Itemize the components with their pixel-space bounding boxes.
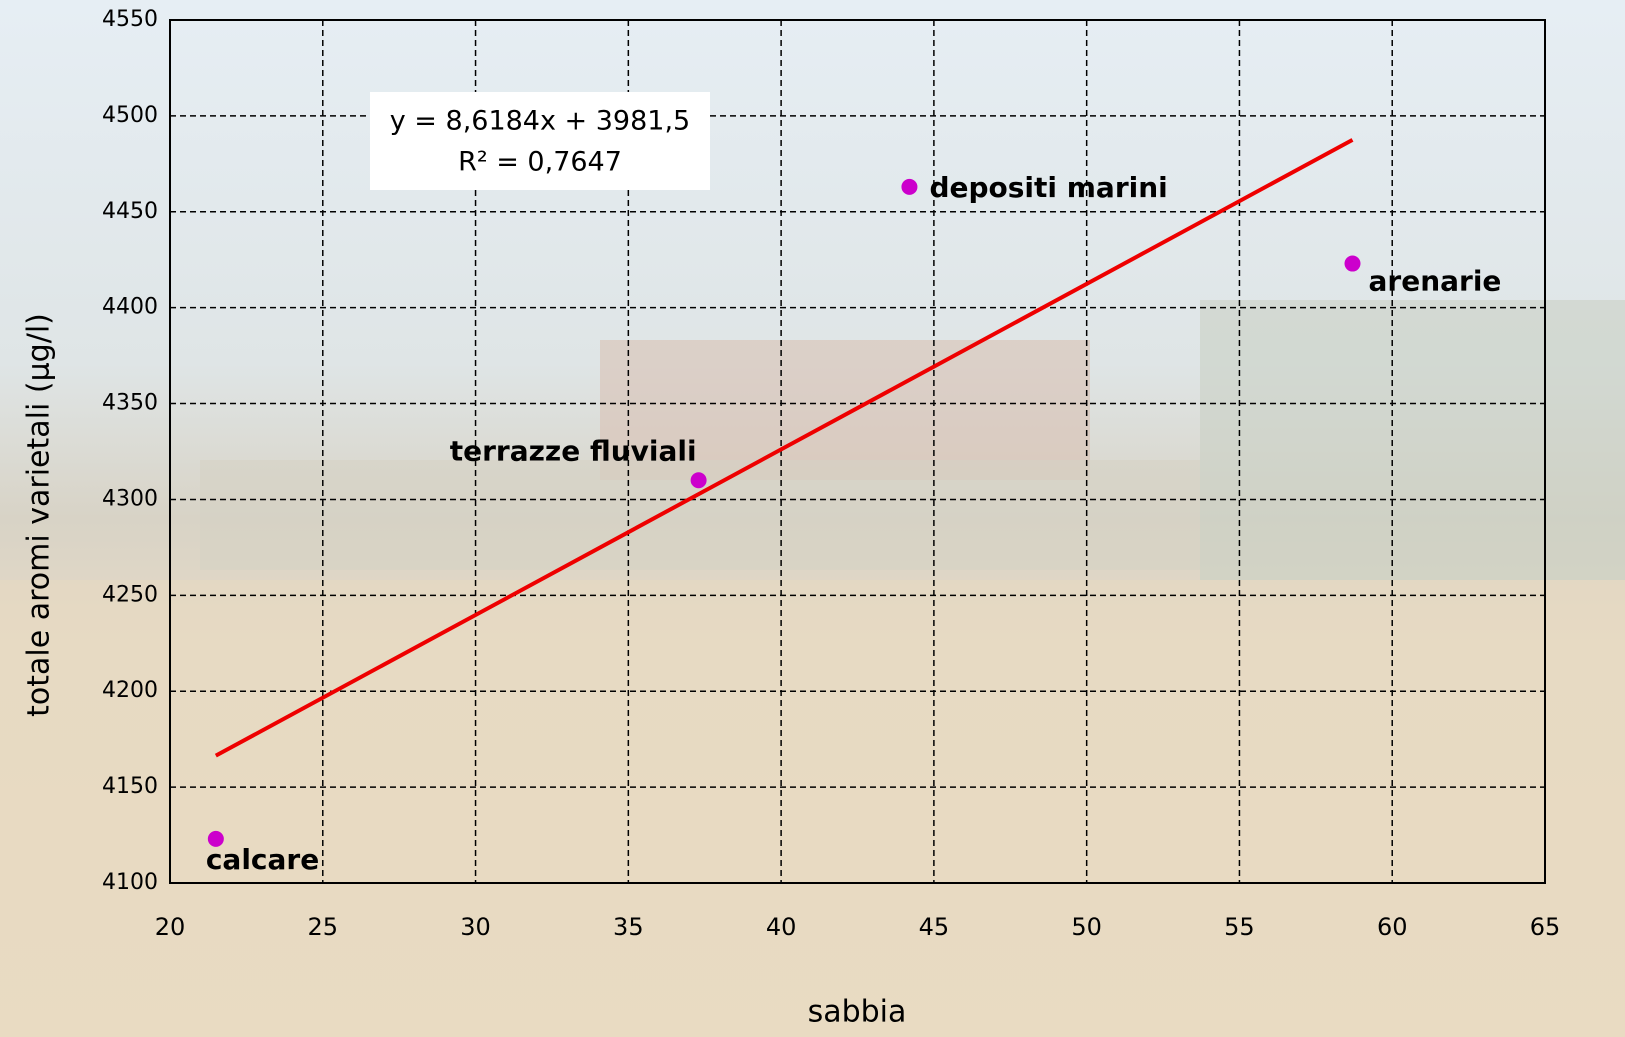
y-tick-label: 4200: [102, 678, 158, 703]
y-tick-label: 4250: [102, 582, 158, 607]
y-tick-label: 4450: [102, 199, 158, 224]
trend-r-squared: R² = 0,7647: [458, 147, 622, 178]
y-tick-label: 4300: [102, 486, 158, 511]
x-axis-title: sabbia: [808, 995, 907, 1030]
x-tick-label: 60: [1377, 913, 1408, 941]
point-label: arenarie: [1369, 265, 1502, 298]
y-tick-label: 4550: [102, 7, 158, 32]
vineyard: [0, 580, 1625, 1037]
trend-equation: y = 8,6184x + 3981,5: [390, 106, 690, 137]
x-tick-label: 20: [155, 913, 186, 941]
y-tick-label: 4400: [102, 295, 158, 320]
x-tick-label: 40: [766, 913, 797, 941]
y-tick-label: 4500: [102, 103, 158, 128]
x-tick-label: 25: [308, 913, 339, 941]
chart: 4100415042004250430043504400445045004550…: [0, 0, 1625, 1037]
x-tick-label: 45: [919, 913, 950, 941]
x-tick-label: 30: [460, 913, 491, 941]
data-point: [901, 179, 917, 195]
x-tick-label: 65: [1530, 913, 1561, 941]
y-tick-label: 4150: [102, 774, 158, 799]
point-label: calcare: [206, 843, 319, 876]
y-axis-title: totale aromi varietali (µg/l): [22, 313, 57, 717]
point-label: terrazze fluviali: [450, 434, 697, 467]
trees: [1200, 300, 1625, 580]
page: 4100415042004250430043504400445045004550…: [0, 0, 1625, 1037]
x-tick-label: 35: [613, 913, 644, 941]
y-tick-label: 4100: [102, 870, 158, 895]
x-tick-label: 55: [1224, 913, 1255, 941]
x-tick-label: 50: [1071, 913, 1102, 941]
data-point: [1345, 256, 1361, 272]
y-tick-label: 4350: [102, 391, 158, 416]
data-point: [691, 472, 707, 488]
point-label: depositi marini: [929, 171, 1167, 204]
